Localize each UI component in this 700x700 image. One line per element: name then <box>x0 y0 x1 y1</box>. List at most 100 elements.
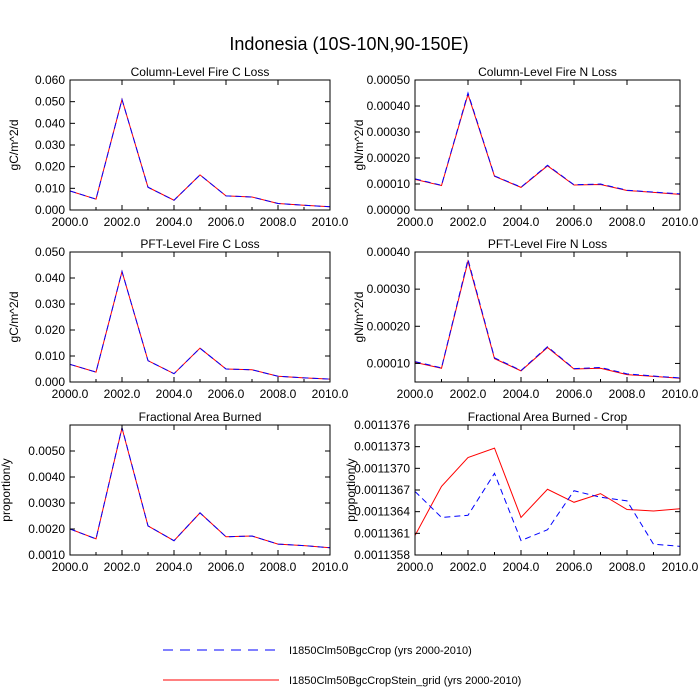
panel-title: PFT-Level Fire N Loss <box>488 237 607 251</box>
y-tick-label: 0.00010 <box>367 356 411 370</box>
x-tick-label: 2006.0 <box>208 215 245 229</box>
y-axis-label: proportion/y <box>0 458 13 521</box>
x-tick-label: 2008.0 <box>609 215 646 229</box>
y-tick-label: 0.0011367 <box>354 483 410 497</box>
series-line-2 <box>70 269 330 380</box>
x-tick-label: 2006.0 <box>556 215 593 229</box>
y-tick-label: 0.0011373 <box>354 440 410 454</box>
series-line-1 <box>415 447 680 536</box>
x-tick-label: 2000.0 <box>52 387 89 401</box>
series-line-2 <box>415 472 680 547</box>
panel-title: Fractional Area Burned - Crop <box>468 410 628 424</box>
y-tick-label: 0.040 <box>35 116 65 130</box>
y-tick-label: 0.010 <box>35 349 65 363</box>
x-tick-label: 2004.0 <box>503 215 540 229</box>
y-tick-label: 0.050 <box>35 245 65 259</box>
x-tick-label: 2008.0 <box>260 215 297 229</box>
x-tick-label: 2002.0 <box>450 387 487 401</box>
y-tick-label: 0.00030 <box>367 282 411 296</box>
x-tick-label: 2000.0 <box>397 560 434 574</box>
y-tick-label: 0.050 <box>35 95 65 109</box>
x-tick-label: 2004.0 <box>156 560 193 574</box>
x-tick-label: 2006.0 <box>556 560 593 574</box>
x-tick-label: 2002.0 <box>104 215 141 229</box>
panel-2: 2000.0 2002.0 2004.0 2006.0 2008.0 2010.0 0.00… <box>352 65 699 229</box>
y-tick-label: 0.00050 <box>367 73 411 87</box>
y-tick-label: 0.00040 <box>367 99 411 113</box>
panel-title: Fractional Area Burned <box>139 410 262 424</box>
x-tick-label: 2004.0 <box>156 387 193 401</box>
legend-label-stein-grid: I1850Clm50BgcCropStein_grid (yrs 2000-20… <box>289 675 521 687</box>
y-tick-label: 0.0011361 <box>354 526 410 540</box>
panel-3: 2000.0 2002.0 2004.0 2006.0 2008.0 2010.0 0.00… <box>7 237 349 401</box>
y-tick-label: 0.00040 <box>367 245 411 259</box>
y-tick-label: 0.040 <box>35 271 65 285</box>
y-tick-label: 0.000 <box>35 203 65 217</box>
y-tick-label: 0.00030 <box>367 125 411 139</box>
x-tick-label: 2006.0 <box>208 387 245 401</box>
y-tick-label: 0.00020 <box>367 319 411 333</box>
series-line-2 <box>415 91 680 195</box>
x-tick-label: 2008.0 <box>609 560 646 574</box>
x-tick-label: 2010.0 <box>312 387 349 401</box>
y-axis-label: gC/m^2/d <box>7 292 21 343</box>
x-tick-label: 2004.0 <box>156 215 193 229</box>
x-tick-label: 2008.0 <box>260 560 297 574</box>
y-axis-label: gC/m^2/d <box>7 120 21 171</box>
x-tick-label: 2010.0 <box>312 215 349 229</box>
y-axis-label: gN/m^2/d <box>352 292 366 343</box>
series-line-2 <box>70 97 330 208</box>
x-tick-label: 2008.0 <box>609 387 646 401</box>
y-tick-label: 0.060 <box>35 73 65 87</box>
figure-title: Indonesia (10S-10N,90-150E) <box>229 34 468 54</box>
y-tick-label: 0.00020 <box>367 151 411 165</box>
y-tick-label: 0.0010 <box>28 548 65 562</box>
y-tick-label: 0.0030 <box>28 496 65 510</box>
x-tick-label: 2010.0 <box>662 387 699 401</box>
y-tick-label: 0.0040 <box>28 470 65 484</box>
y-tick-label: 0.020 <box>35 323 65 337</box>
x-tick-label: 2008.0 <box>260 387 297 401</box>
y-tick-label: 0.010 <box>35 181 65 195</box>
x-tick-label: 2002.0 <box>450 560 487 574</box>
x-tick-label: 2006.0 <box>556 387 593 401</box>
y-tick-label: 0.000 <box>35 375 65 389</box>
x-tick-label: 2000.0 <box>397 387 434 401</box>
x-tick-label: 2010.0 <box>662 560 699 574</box>
y-tick-label: 0.0020 <box>28 522 65 536</box>
panel-5: 2000.0 2002.0 2004.0 2006.0 2008.0 2010.0 0.00… <box>0 410 349 574</box>
legend-label-crop: I1850Clm50BgcCrop (yrs 2000-2010) <box>289 645 472 657</box>
panels: 2000.0 2002.0 2004.0 2006.0 2008.0 2010.0 0.00… <box>0 65 699 574</box>
x-tick-label: 2004.0 <box>503 387 540 401</box>
panel-title: PFT-Level Fire C Loss <box>140 237 259 251</box>
panel-title: Column-Level Fire C Loss <box>131 65 270 79</box>
y-tick-label: 0.0050 <box>28 444 65 458</box>
panel-1: 2000.0 2002.0 2004.0 2006.0 2008.0 2010.0 0.00… <box>7 65 349 229</box>
x-tick-label: 2010.0 <box>312 560 349 574</box>
y-tick-label: 0.00000 <box>367 203 411 217</box>
x-tick-label: 2000.0 <box>52 560 89 574</box>
x-tick-label: 2000.0 <box>397 215 434 229</box>
series-line-2 <box>70 427 330 549</box>
y-tick-label: 0.0011370 <box>354 461 410 475</box>
x-tick-label: 2004.0 <box>503 560 540 574</box>
y-axis-label: proportion/y <box>344 458 358 521</box>
y-tick-label: 0.020 <box>35 160 65 174</box>
panel-title: Column-Level Fire N Loss <box>478 65 617 79</box>
y-tick-label: 0.00010 <box>367 177 411 191</box>
y-axis-label: gN/m^2/d <box>352 120 366 171</box>
panel-4: 2000.0 2002.0 2004.0 2006.0 2008.0 2010.0 0.00… <box>352 237 699 401</box>
y-tick-label: 0.030 <box>35 138 65 152</box>
panel-6: 2000.0 2002.0 2004.0 2006.0 2008.0 2010.0 0.00… <box>344 410 699 574</box>
series-line-2 <box>415 259 680 379</box>
x-tick-label: 2002.0 <box>104 387 141 401</box>
x-tick-label: 2000.0 <box>52 215 89 229</box>
y-tick-label: 0.0011376 <box>354 418 410 432</box>
legend: I1850Clm50BgcCrop (yrs 2000-2010) I1850C… <box>163 645 521 687</box>
y-tick-label: 0.0011358 <box>354 548 410 562</box>
x-tick-label: 2002.0 <box>104 560 141 574</box>
x-tick-label: 2006.0 <box>208 560 245 574</box>
x-tick-label: 2002.0 <box>450 215 487 229</box>
